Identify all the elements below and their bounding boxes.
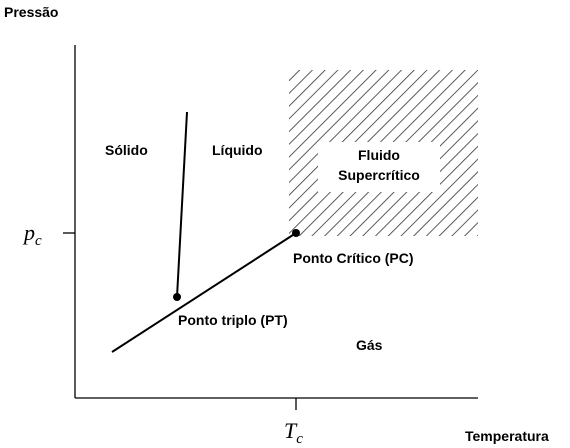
critical-point — [292, 229, 300, 237]
tc-label: Tc — [284, 418, 303, 447]
pc-label: pc — [22, 220, 42, 249]
x-axis-label: Temperatura — [465, 428, 549, 444]
triple-point-label: Ponto triplo (PT) — [178, 312, 288, 328]
solid-label: Sólido — [105, 142, 148, 158]
melting-curve — [176, 111, 188, 298]
gas-label: Gás — [356, 337, 383, 353]
critical-point-label: Ponto Crítico (PC) — [293, 250, 414, 266]
liquid-label: Líquido — [212, 142, 263, 158]
vapor-curve — [111, 232, 297, 353]
triple-point — [173, 293, 181, 301]
y-axis-label: Pressão — [4, 4, 58, 20]
label-box — [318, 142, 440, 192]
supercritical-label: Fluido — [358, 147, 400, 163]
supercritical-label: Supercrítico — [338, 167, 420, 183]
